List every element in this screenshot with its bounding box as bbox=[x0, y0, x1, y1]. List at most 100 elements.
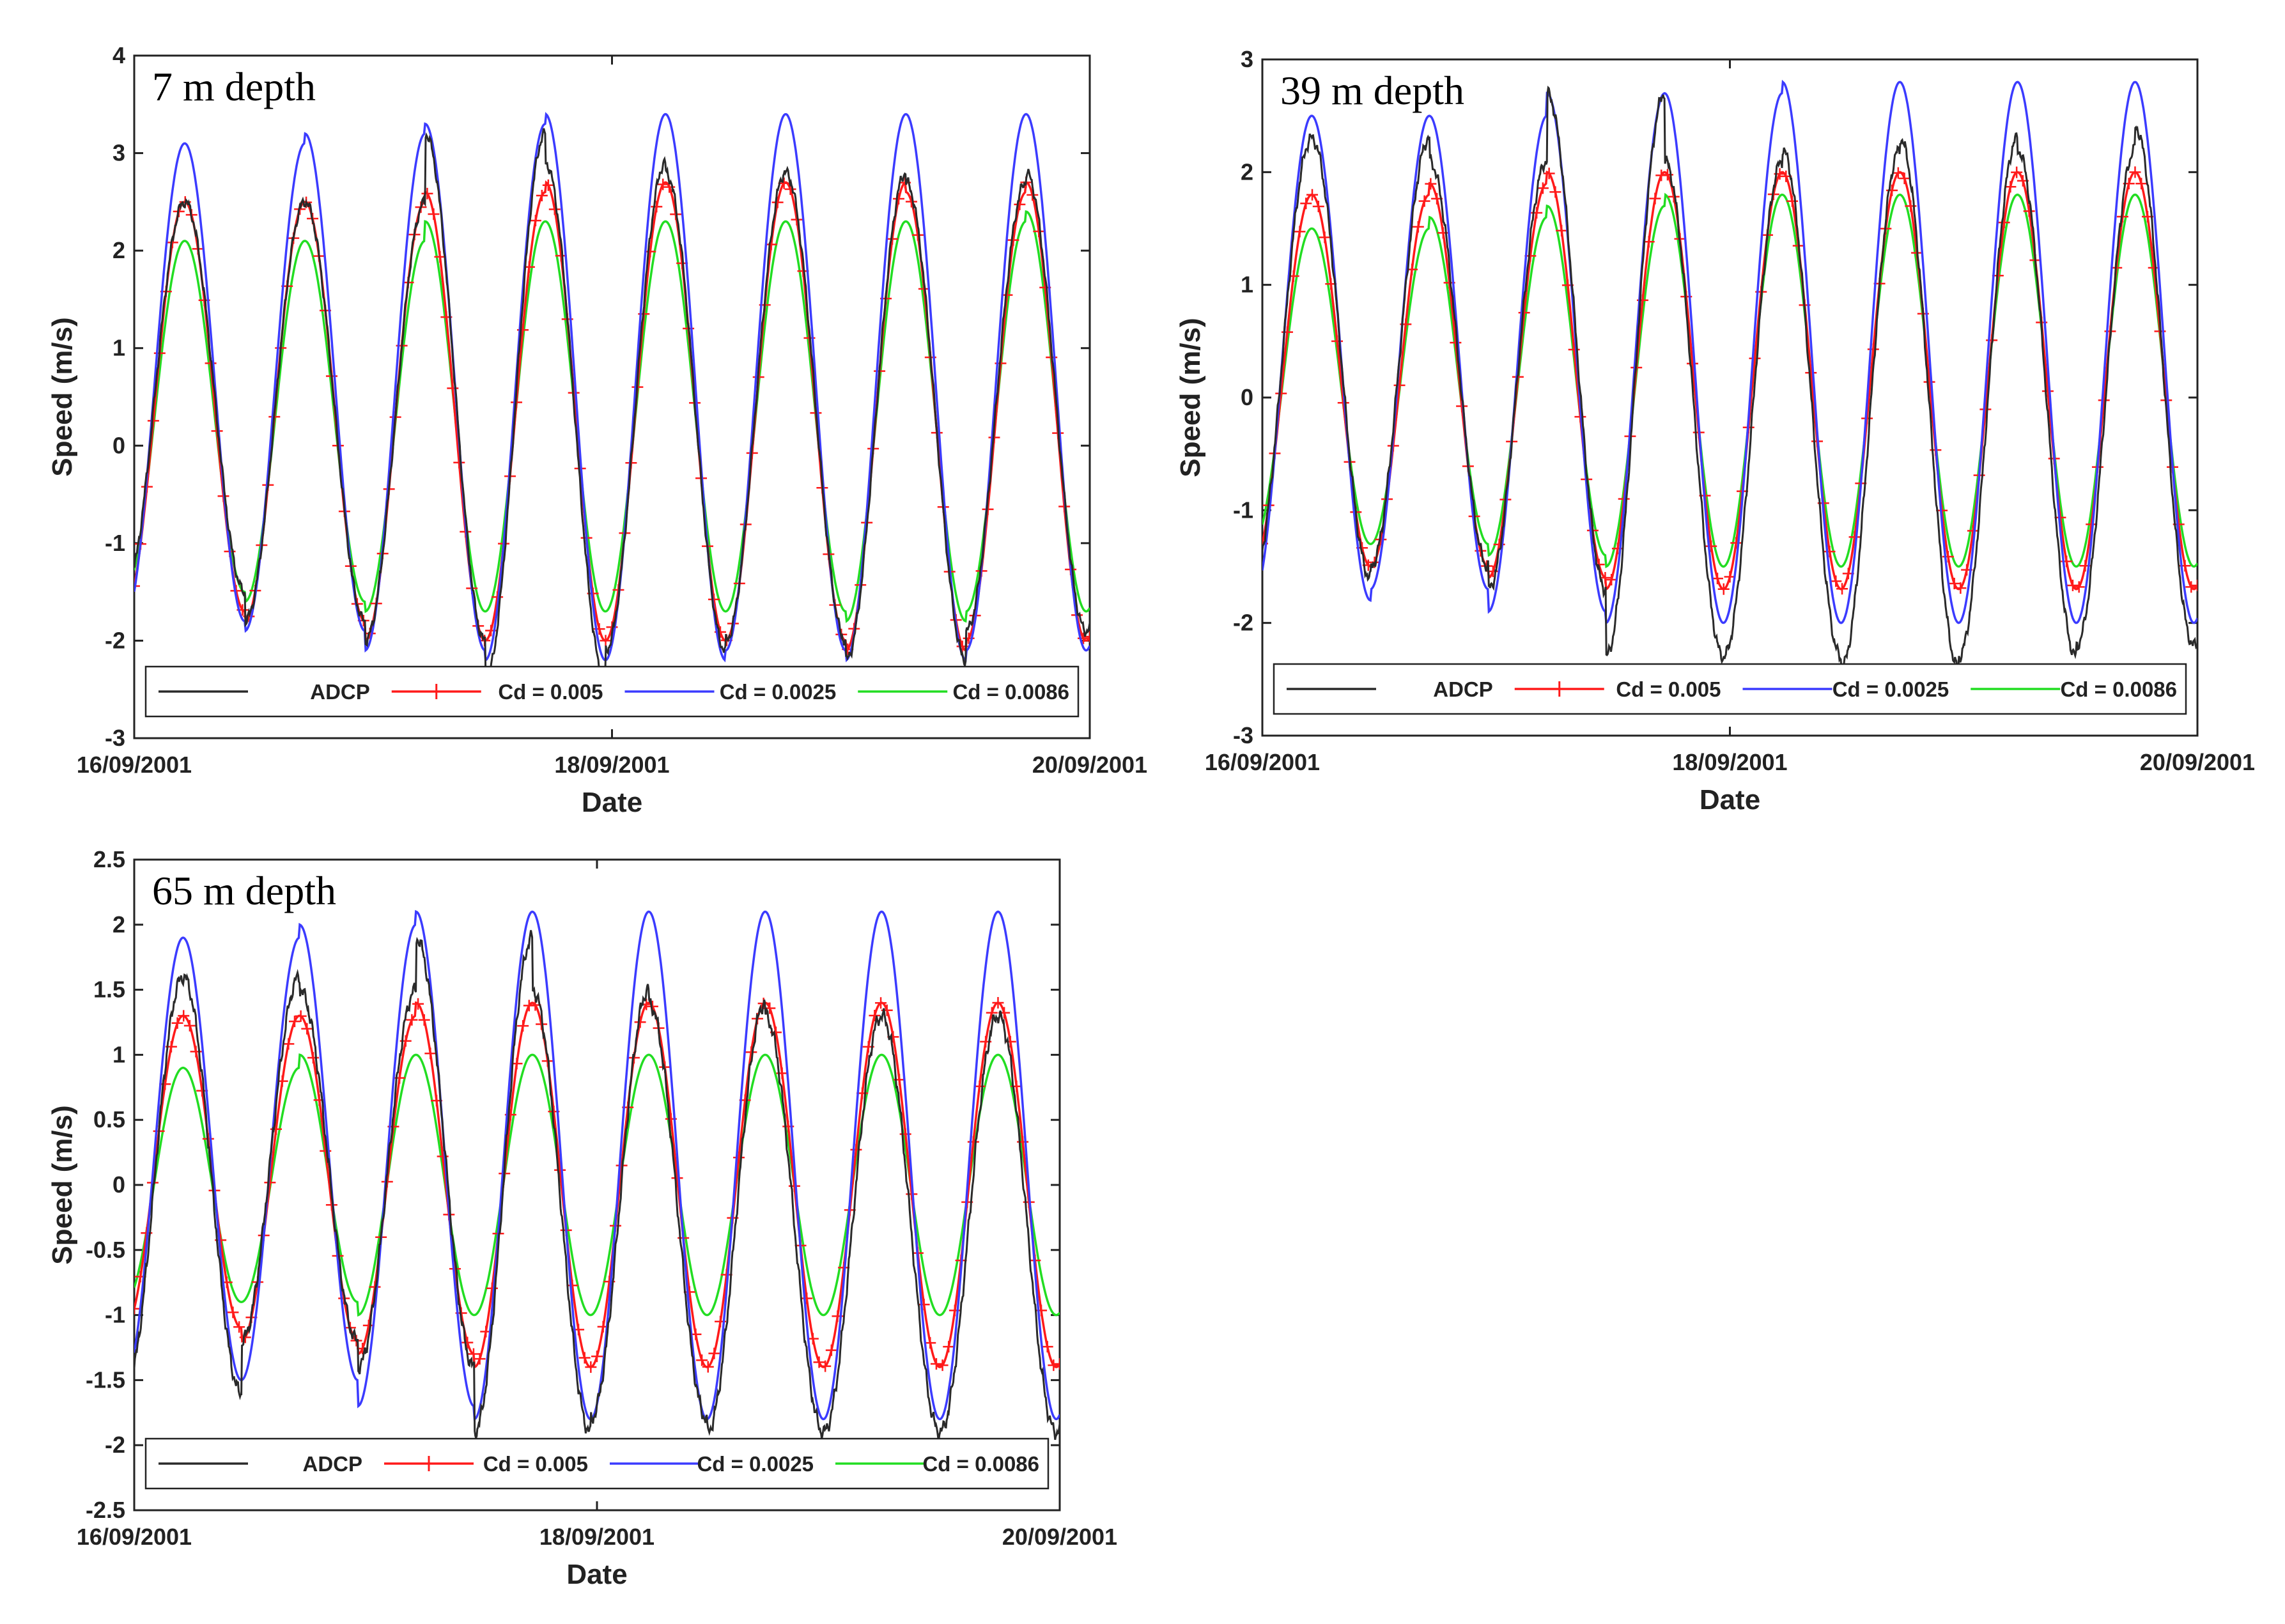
y-axis-label: Speed (m/s) bbox=[47, 1105, 78, 1264]
y-tick-label: 0.5 bbox=[93, 1106, 125, 1133]
plus-marker bbox=[801, 1292, 813, 1304]
plus-marker bbox=[869, 1009, 881, 1021]
plus-marker bbox=[893, 193, 904, 205]
legend: ADCP Cd = 0.005 Cd = 0.0025 Cd = 0.0086 bbox=[144, 665, 1080, 718]
x-tick-label: 18/09/2001 bbox=[1672, 749, 1787, 775]
plus-marker bbox=[171, 1017, 183, 1029]
plus-marker bbox=[771, 196, 784, 208]
series-layer bbox=[134, 909, 1060, 1441]
plus-marker bbox=[1955, 582, 1967, 594]
plus-marker bbox=[1923, 376, 1935, 388]
legend-item-cd-0-0086: Cd = 0.0086 bbox=[835, 1452, 1039, 1476]
plus-marker bbox=[1048, 1359, 1060, 1372]
y-tick-label: -3 bbox=[105, 725, 125, 751]
plus-marker bbox=[1867, 343, 1879, 355]
plus-marker bbox=[406, 1014, 418, 1026]
plus-marker bbox=[2066, 579, 2079, 591]
plus-marker bbox=[301, 1023, 313, 1035]
x-tick-label: 18/09/2001 bbox=[554, 752, 669, 778]
plus-marker bbox=[1319, 231, 1331, 244]
x-tick-label: 20/09/2001 bbox=[2140, 749, 2255, 775]
plus-marker bbox=[2192, 579, 2197, 591]
plus-marker bbox=[1606, 574, 1618, 586]
plus-marker bbox=[591, 1350, 603, 1363]
y-tick-label: 1 bbox=[112, 335, 125, 361]
plus-marker bbox=[288, 1016, 300, 1028]
plus-marker bbox=[578, 1352, 591, 1364]
plus-marker bbox=[1556, 224, 1568, 236]
legend-label: Cd = 0.0086 bbox=[922, 1452, 1039, 1476]
plus-marker bbox=[986, 1007, 998, 1019]
plus-marker bbox=[1717, 583, 1730, 595]
plus-marker bbox=[2129, 166, 2141, 178]
legend-item-cd-0-0086: Cd = 0.0086 bbox=[1971, 677, 2177, 701]
plus-marker bbox=[233, 1321, 245, 1333]
plus-marker bbox=[1033, 225, 1045, 237]
y-tick-label: -1 bbox=[105, 1302, 125, 1328]
y-tick-label: -0.5 bbox=[86, 1237, 125, 1263]
panel-title: 7 m depth bbox=[152, 64, 316, 109]
plus-marker bbox=[2011, 166, 2023, 178]
plus-marker bbox=[1649, 192, 1661, 205]
plus-marker bbox=[1041, 1341, 1053, 1353]
plus-marker bbox=[2004, 181, 2017, 193]
plus-marker bbox=[918, 1299, 930, 1311]
plus-marker bbox=[1543, 167, 1555, 180]
plus-marker bbox=[600, 635, 612, 647]
y-tick-label: -2 bbox=[105, 627, 125, 653]
series-line-cd-0-0025 bbox=[134, 112, 1090, 663]
plus-marker bbox=[1836, 583, 1848, 595]
panel-title: 65 m depth bbox=[152, 868, 336, 913]
plus-marker bbox=[1549, 186, 1561, 198]
legend-item-cd-0-0025: Cd = 0.0025 bbox=[1742, 677, 1949, 701]
plus-marker bbox=[283, 1038, 295, 1050]
plus-marker bbox=[1300, 197, 1312, 210]
legend-label: Cd = 0.005 bbox=[483, 1452, 588, 1476]
plus-marker bbox=[850, 1143, 862, 1156]
plus-marker bbox=[2135, 178, 2148, 190]
plus-marker bbox=[542, 179, 554, 191]
legend: ADCP Cd = 0.005 Cd = 0.0025 Cd = 0.0086 bbox=[144, 1437, 1050, 1490]
plus-marker bbox=[1294, 226, 1306, 238]
plus-marker bbox=[295, 1010, 307, 1022]
legend-item-adcp: ADCP bbox=[159, 1452, 362, 1476]
legend-marker bbox=[421, 1456, 437, 1471]
plus-marker bbox=[264, 1177, 276, 1189]
legend-label: Cd = 0.005 bbox=[498, 680, 603, 704]
plus-marker bbox=[708, 1347, 720, 1359]
plus-marker bbox=[1686, 357, 1698, 369]
plus-marker bbox=[1054, 1357, 1060, 1370]
plus-marker bbox=[453, 456, 465, 468]
plus-marker bbox=[943, 1341, 955, 1353]
plus-marker bbox=[1518, 307, 1530, 319]
y-tick-label: -3 bbox=[1233, 722, 1253, 748]
y-tick-label: -2 bbox=[1233, 610, 1253, 636]
legend-label: Cd = 0.0025 bbox=[1832, 677, 1949, 701]
plus-marker bbox=[1007, 234, 1019, 246]
legend-marker bbox=[1551, 681, 1567, 697]
y-tick-label: 2.5 bbox=[93, 846, 125, 872]
x-tick-label: 16/09/2001 bbox=[77, 1524, 192, 1550]
plus-marker bbox=[1611, 543, 1623, 555]
plus-marker bbox=[134, 1303, 140, 1315]
plus-marker bbox=[1331, 335, 1344, 347]
plus-marker bbox=[1437, 227, 1449, 239]
plus-marker bbox=[461, 1336, 474, 1349]
plot-frame bbox=[1261, 58, 2199, 737]
plus-marker bbox=[1418, 195, 1430, 207]
y-tick-label: 0 bbox=[112, 1172, 125, 1198]
plus-marker bbox=[1824, 546, 1836, 558]
y-tick-label: 4 bbox=[112, 42, 125, 68]
plus-marker bbox=[1948, 577, 1960, 589]
legend-item-cd-0-005: Cd = 0.005 bbox=[391, 680, 603, 704]
plus-marker bbox=[1730, 537, 1742, 549]
plus-marker bbox=[585, 1361, 597, 1373]
plus-marker bbox=[1892, 167, 1904, 179]
y-tick-label: -1 bbox=[105, 530, 125, 556]
series-line-cd-0-0086 bbox=[134, 1053, 1060, 1317]
plus-marker bbox=[930, 1357, 942, 1370]
plus-marker bbox=[2041, 385, 2054, 397]
plus-marker bbox=[1425, 178, 1437, 190]
plus-marker bbox=[2098, 394, 2110, 406]
y-tick-label: 2 bbox=[1241, 159, 1253, 185]
